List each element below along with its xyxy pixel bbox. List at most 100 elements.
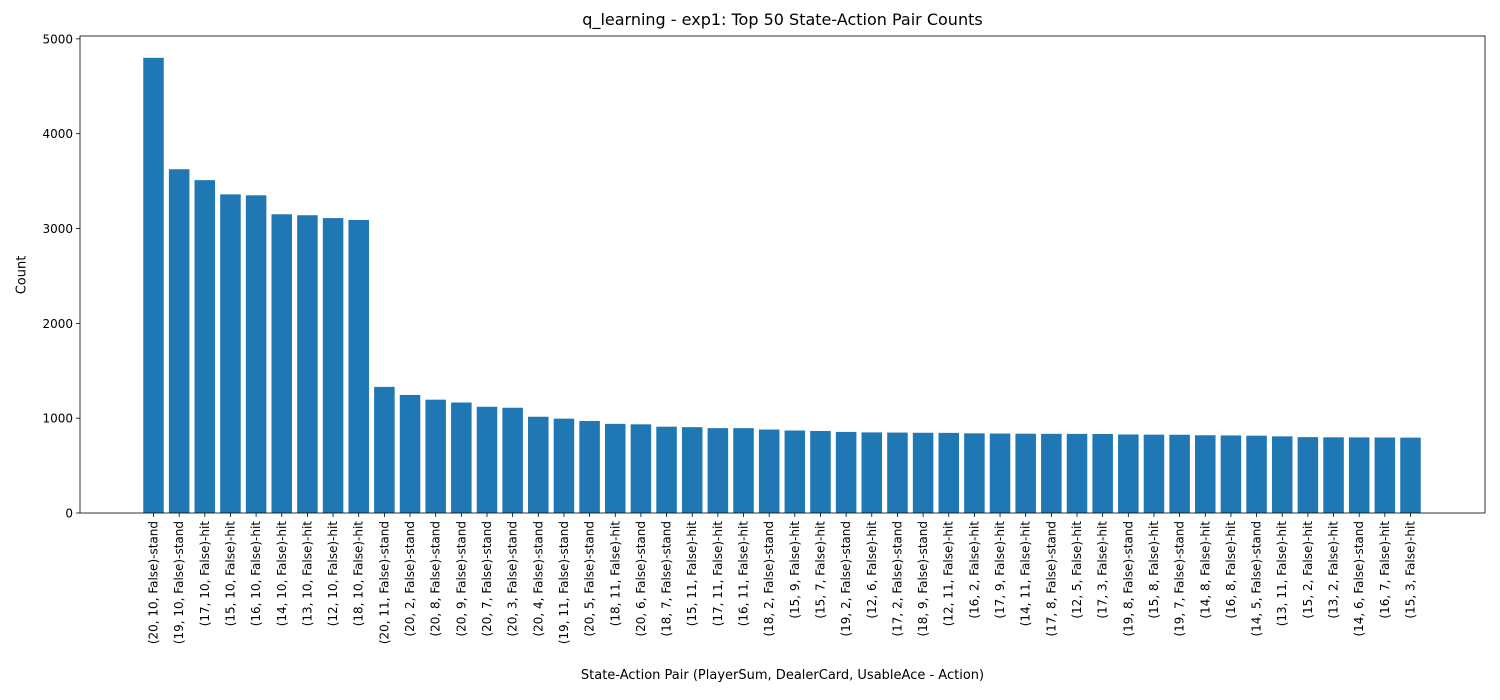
bar-15 <box>502 407 523 513</box>
bar-12 <box>425 399 446 513</box>
bar-48 <box>1348 437 1370 513</box>
chart-title: q_learning - exp1: Top 50 State-Action P… <box>582 10 983 29</box>
x-tick-label: (16, 7, False)-hit <box>1378 521 1392 619</box>
bar-17 <box>553 418 575 513</box>
bar-41 <box>1169 434 1190 513</box>
x-tick-label: (19, 8, False)-stand <box>1121 521 1135 637</box>
bar-26 <box>784 430 806 513</box>
x-tick-label: (15, 2, False)-hit <box>1301 521 1315 619</box>
x-tick-label: (14, 5, False)-stand <box>1250 521 1264 637</box>
y-tick-label: 1000 <box>42 412 73 426</box>
bar-28 <box>835 431 857 513</box>
x-tick-label: (19, 10, False)-stand <box>172 521 186 644</box>
x-tick-label: (13, 2, False)-hit <box>1327 521 1341 619</box>
bar-32 <box>938 432 959 513</box>
bar-43 <box>1220 435 1242 513</box>
bar-42 <box>1195 435 1216 513</box>
x-tick-label: (18, 2, False)-stand <box>762 521 776 637</box>
x-tick-label: (19, 7, False)-stand <box>1173 521 1187 637</box>
x-tick-label: (20, 8, False)-stand <box>429 521 443 637</box>
x-tick-label: (13, 11, False)-hit <box>1275 521 1289 627</box>
x-axis-label: State-Action Pair (PlayerSum, DealerCard… <box>580 668 985 683</box>
x-tick-label: (14, 6, False)-stand <box>1352 521 1366 637</box>
y-tick-label: 4000 <box>42 127 73 141</box>
bar-4 <box>220 194 241 513</box>
x-tick-label: (17, 3, False)-hit <box>1096 521 1110 619</box>
bar-24 <box>733 428 754 513</box>
x-tick-label: (17, 10, False)-hit <box>198 521 212 627</box>
y-tick-label: 5000 <box>42 32 73 46</box>
bar-2 <box>168 169 190 514</box>
x-tick-label: (14, 8, False)-hit <box>1198 521 1212 619</box>
x-tick-label: (16, 2, False)-hit <box>967 521 981 619</box>
bar-5 <box>245 195 267 513</box>
x-tick-label: (18, 10, False)-hit <box>352 521 366 627</box>
bar-35 <box>1015 433 1036 513</box>
bar-44 <box>1246 435 1267 513</box>
x-tick-label: (19, 2, False)-stand <box>839 521 853 637</box>
bar-20 <box>630 424 652 513</box>
bar-46 <box>1297 437 1319 513</box>
bar-13 <box>451 402 472 513</box>
bar-27 <box>810 430 831 513</box>
bar-38 <box>1092 434 1113 513</box>
x-tick-label: (17, 2, False)-stand <box>890 521 904 637</box>
x-tick-label: (20, 2, False)-stand <box>403 521 417 637</box>
x-tick-label: (17, 9, False)-hit <box>993 521 1007 619</box>
y-tick-label: 2000 <box>42 317 73 331</box>
bar-9 <box>348 219 369 513</box>
bar-50 <box>1400 437 1421 513</box>
bar-47 <box>1323 437 1344 513</box>
bar-45 <box>1271 436 1293 513</box>
bar-14 <box>476 406 498 513</box>
bar-39 <box>1118 434 1139 513</box>
x-tick-label: (13, 10, False)-hit <box>300 521 314 627</box>
x-tick-label: (20, 5, False)-stand <box>583 521 597 637</box>
x-tick-label: (12, 11, False)-hit <box>942 521 956 627</box>
y-tick-label: 0 <box>65 507 73 521</box>
x-tick-label: (20, 6, False)-stand <box>634 521 648 637</box>
bar-1 <box>143 57 164 514</box>
x-tick-label: (12, 5, False)-hit <box>1070 521 1084 619</box>
x-tick-label: (15, 9, False)-hit <box>788 521 802 619</box>
bar-19 <box>604 423 626 513</box>
x-tick-label: (20, 4, False)-stand <box>531 521 545 637</box>
x-tick-label: (20, 10, False)-stand <box>147 521 161 644</box>
x-tick-label: (16, 8, False)-hit <box>1224 521 1238 619</box>
x-tick-label: (20, 3, False)-stand <box>506 521 520 637</box>
x-tick-label: (18, 9, False)-stand <box>916 521 930 637</box>
bar-49 <box>1374 437 1396 513</box>
bar-3 <box>194 180 216 513</box>
bar-8 <box>322 218 344 513</box>
x-tick-label: (20, 11, False)-stand <box>377 521 391 644</box>
x-tick-label: (15, 3, False)-hit <box>1404 521 1418 619</box>
bar-36 <box>1041 433 1062 513</box>
bar-7 <box>297 215 318 514</box>
x-tick-label: (20, 9, False)-stand <box>454 521 468 637</box>
x-tick-label: (12, 10, False)-hit <box>326 521 340 627</box>
x-tick-label: (18, 7, False)-stand <box>660 521 674 637</box>
x-tick-label: (16, 11, False)-hit <box>737 521 751 627</box>
bar-18 <box>579 421 600 513</box>
x-tick-label: (17, 8, False)-stand <box>1044 521 1058 637</box>
bar-34 <box>989 433 1011 513</box>
x-tick-label: (19, 11, False)-stand <box>557 521 571 644</box>
x-tick-label: (18, 11, False)-hit <box>608 521 622 627</box>
x-tick-label: (15, 7, False)-hit <box>813 521 827 619</box>
bar-16 <box>528 416 549 513</box>
bar-31 <box>912 432 934 513</box>
bar-33 <box>964 433 985 513</box>
y-tick-label: 3000 <box>42 222 73 236</box>
x-tick-label: (14, 11, False)-hit <box>1019 521 1033 627</box>
bar-6 <box>271 214 293 513</box>
x-tick-label: (20, 7, False)-stand <box>480 521 494 637</box>
x-tick-label: (15, 10, False)-hit <box>223 521 237 627</box>
bar-21 <box>656 426 677 513</box>
x-tick-label: (17, 11, False)-hit <box>711 521 725 627</box>
x-tick-label: (14, 10, False)-hit <box>275 521 289 627</box>
bar-23 <box>707 428 729 513</box>
x-tick-label: (15, 11, False)-hit <box>685 521 699 627</box>
x-tick-label: (12, 6, False)-hit <box>865 521 879 619</box>
